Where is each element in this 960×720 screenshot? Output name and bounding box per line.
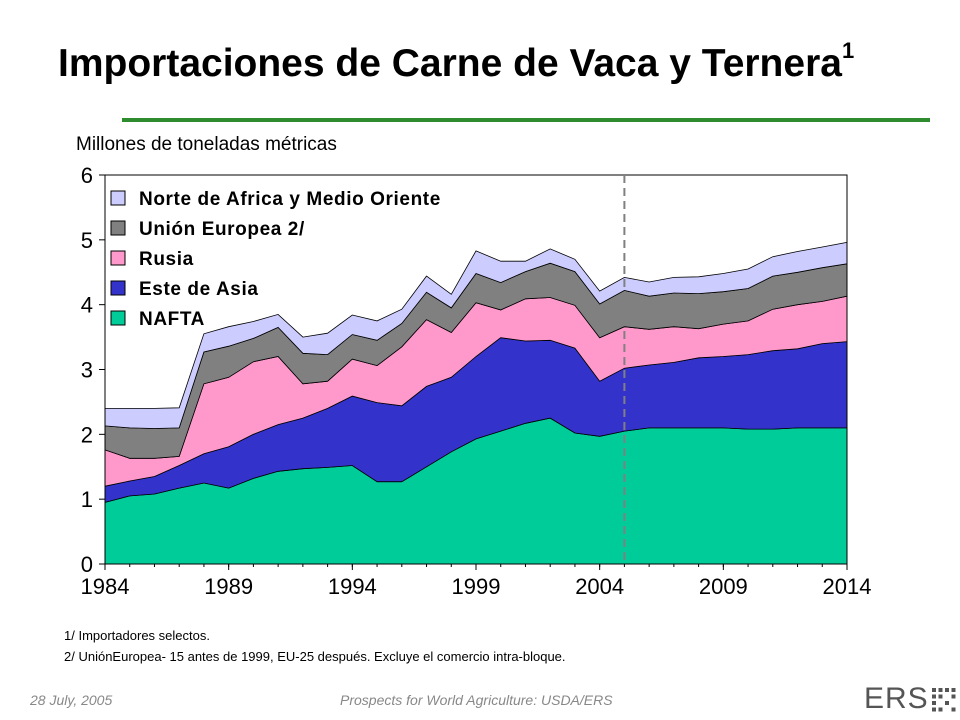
y-tick-label: 4 bbox=[81, 293, 93, 318]
logo-dots-icon bbox=[932, 688, 956, 712]
logo-dot bbox=[951, 694, 956, 699]
x-tick-label: 2009 bbox=[699, 574, 748, 599]
x-tick-label: 1984 bbox=[81, 574, 130, 599]
legend-swatch bbox=[110, 220, 126, 236]
y-axis-label: Millones de toneladas métricas bbox=[76, 134, 337, 155]
legend-label: Norte de Africa y Medio Oriente bbox=[139, 189, 441, 210]
legend-swatch bbox=[110, 280, 126, 296]
logo-dot bbox=[951, 688, 956, 692]
title-divider bbox=[122, 118, 930, 122]
logo-dot bbox=[932, 701, 936, 705]
x-tick-label: 1989 bbox=[204, 574, 253, 599]
y-tick-label: 6 bbox=[81, 163, 93, 188]
logo-dot bbox=[932, 707, 936, 712]
footer-source: Prospects for World Agriculture: USDA/ER… bbox=[340, 692, 613, 708]
logo-dot bbox=[945, 701, 949, 705]
legend-label: NAFTA bbox=[139, 309, 205, 330]
logo-dot bbox=[945, 688, 949, 692]
footnote-1: 1/ Importadores selectos. bbox=[64, 628, 210, 643]
legend-swatch bbox=[110, 310, 126, 326]
footnote-2: 2/ UniónEuropea- 15 antes de 1999, EU-25… bbox=[64, 649, 566, 664]
x-tick-label: 2004 bbox=[575, 574, 624, 599]
logo-dot bbox=[938, 707, 943, 712]
y-tick-label: 0 bbox=[81, 552, 93, 577]
legend-swatch bbox=[110, 190, 126, 206]
logo-dot bbox=[932, 694, 936, 699]
title-text: Importaciones de Carne de Vaca y Ternera bbox=[58, 42, 842, 85]
logo-dot bbox=[938, 688, 943, 692]
y-tick-label: 1 bbox=[81, 487, 93, 512]
legend-label: Este de Asia bbox=[139, 279, 259, 300]
logo-text: ERS bbox=[864, 682, 929, 715]
x-tick-label: 1999 bbox=[452, 574, 501, 599]
logo-dot bbox=[932, 688, 936, 692]
y-tick-label: 2 bbox=[81, 422, 93, 447]
y-tick-label: 3 bbox=[81, 358, 93, 383]
page-title: Importaciones de Carne de Vaca y Ternera… bbox=[58, 38, 854, 86]
ers-logo: ERS bbox=[864, 682, 960, 718]
footer-date: 28 July, 2005 bbox=[30, 692, 113, 708]
footnotes: 1/ Importadores selectos. 2/ UniónEurope… bbox=[64, 625, 566, 667]
legend-label: Rusia bbox=[139, 249, 194, 270]
y-tick-label: 5 bbox=[81, 228, 93, 253]
title-footnote-mark: 1 bbox=[841, 38, 855, 63]
legend-swatch bbox=[110, 250, 126, 266]
x-tick-label: 1994 bbox=[328, 574, 377, 599]
logo-dot bbox=[938, 694, 943, 699]
legend-label: Unión Europea 2/ bbox=[139, 219, 305, 240]
stacked-area-chart: 0 1 2 3 4 5 6 1984 1989 1994 1999 2004 2009 2014 Norte… bbox=[81, 163, 872, 599]
logo-dot bbox=[951, 707, 956, 712]
x-tick-label: 2014 bbox=[823, 574, 872, 599]
